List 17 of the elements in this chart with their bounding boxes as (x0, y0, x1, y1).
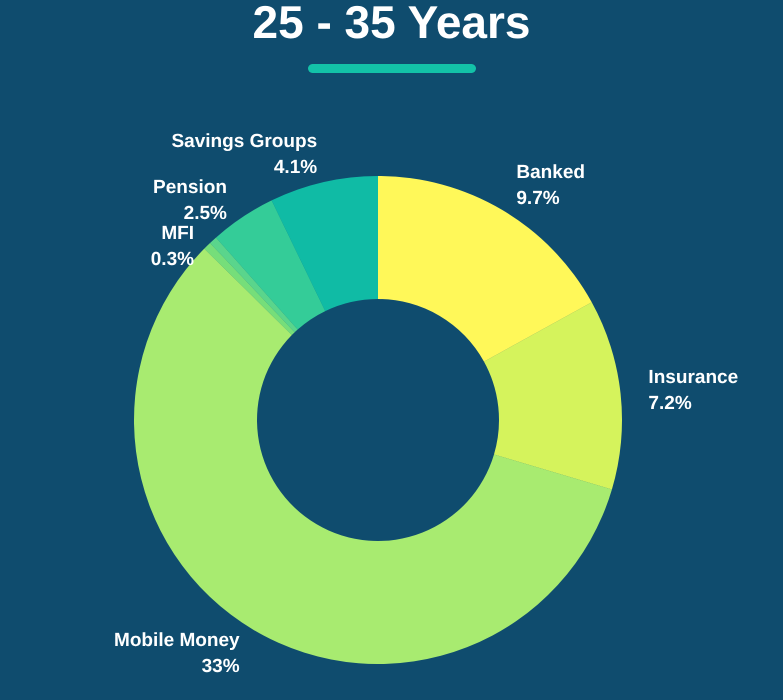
data-label: 0.3% (150, 248, 194, 270)
donut-slice (204, 243, 295, 336)
slice-label: Insurance (648, 366, 738, 388)
donut-slice (272, 176, 378, 312)
data-label: 33% (202, 656, 240, 678)
data-label: 9.7% (516, 188, 560, 209)
slice-label: Banked (516, 162, 586, 183)
chart-title: 25 - 35 Years (252, 0, 530, 48)
slice-label: Mobile Money (114, 630, 240, 652)
data-label: 2.5% (184, 202, 228, 224)
slice-label: MFI (161, 222, 194, 244)
donut-slice (484, 302, 622, 490)
slice-label: Savings Groups (171, 130, 318, 152)
data-label: 7.2% (648, 392, 692, 414)
donut-slice (210, 238, 298, 332)
slice-label: Pension (153, 176, 227, 198)
data-label: 4.1% (274, 156, 318, 178)
